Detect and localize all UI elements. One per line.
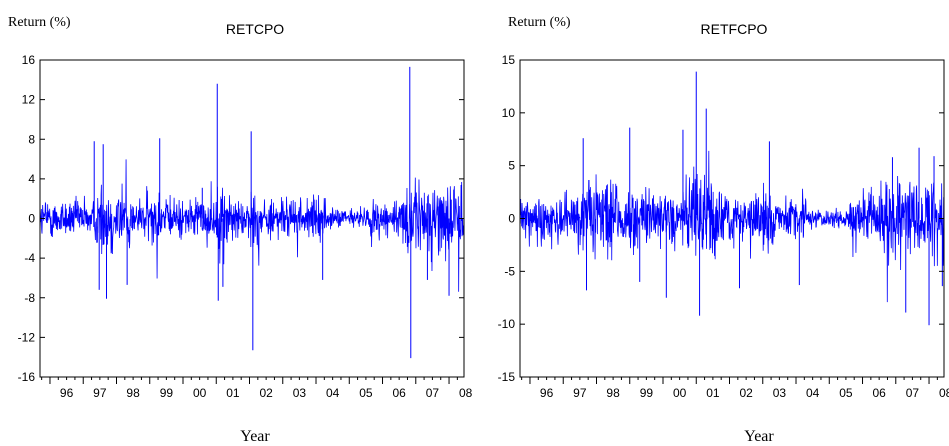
x-tick-label: 99 [640,386,654,400]
y-tick-group: -15 -10 -5 0 5 10 15 [498,53,944,384]
x-tick-label: 97 [573,386,587,400]
y-tick-label: -10 [498,317,516,331]
x-tick-label: 00 [673,386,687,400]
series-line [520,150,944,303]
y-tick-label: 5 [508,159,515,173]
y-tick-label: -12 [18,330,36,344]
chart-title: RETFCPO [701,21,768,37]
x-tick-label: 05 [839,386,853,400]
y-tick-label: 0 [28,212,35,226]
x-tick-label: 08 [459,386,473,400]
x-tick-label: 01 [226,386,240,400]
chart-title: RETCPO [226,21,284,37]
series-group [40,66,464,359]
x-tick-label: 06 [392,386,406,400]
x-tick-label: 06 [872,386,886,400]
y-tick-label: 0 [508,212,515,226]
x-tick-label: 96 [540,386,554,400]
x-tick-label: 96 [60,386,74,400]
x-tick-label: 02 [739,386,753,400]
y-tick-label: 16 [22,53,36,67]
x-tick-label: 03 [773,386,787,400]
x-tick-label: 04 [806,386,820,400]
y-tick-label: 12 [22,93,36,107]
y-tick-label: 10 [502,106,516,120]
x-tick-label: 01 [706,386,720,400]
x-tick-label: 05 [359,386,373,400]
x-tick-label: 99 [160,386,174,400]
x-tick-label: 98 [606,386,620,400]
y-tick-label: 4 [28,172,35,186]
x-tick-label: 03 [293,386,307,400]
x-tick-label: 07 [906,386,920,400]
y-axis-label: Return (%) [8,15,71,30]
y-tick-label: -5 [504,264,515,278]
x-tick-label: 04 [326,386,340,400]
x-tick-label: 98 [126,386,140,400]
series-group [520,71,944,326]
y-tick-label: -4 [24,251,35,265]
x-tick-label: 07 [426,386,440,400]
x-axis-label: Year [744,428,774,445]
x-tick-label: 08 [939,386,949,400]
x-tick-group: 96 97 98 99 00 01 02 03 04 05 06 07 08 [521,377,949,400]
y-axis-label: Return (%) [508,15,571,30]
y-tick-group: -16 -12 -8 -4 0 4 8 12 16 [18,53,464,384]
series-line [40,159,464,292]
x-axis-label: Year [240,428,270,445]
x-tick-group: 96 97 98 99 00 01 02 03 04 05 06 07 08 [41,377,473,400]
y-tick-label: 15 [502,53,516,67]
x-tick-label: 02 [259,386,273,400]
y-tick-label: 8 [28,132,35,146]
y-tick-label: -15 [498,370,516,384]
y-tick-label: -16 [18,370,36,384]
x-tick-label: 97 [93,386,107,400]
x-tick-label: 00 [193,386,207,400]
y-tick-label: -8 [24,291,35,305]
chart-retcpo: Return (%) RETCPO Year -16-12-8-40481216… [8,15,473,445]
